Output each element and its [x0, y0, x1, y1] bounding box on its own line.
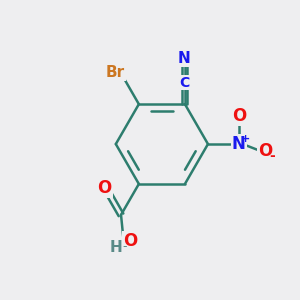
- Text: N: N: [232, 135, 246, 153]
- Text: O: O: [98, 179, 112, 197]
- Text: Br: Br: [106, 65, 124, 80]
- Text: O: O: [258, 142, 272, 160]
- Text: O: O: [123, 232, 137, 250]
- Text: H: H: [110, 240, 122, 255]
- Text: -: -: [122, 240, 127, 253]
- Text: +: +: [241, 134, 250, 144]
- Text: O: O: [232, 107, 246, 125]
- Text: -: -: [269, 149, 275, 163]
- Text: C: C: [179, 76, 189, 89]
- Text: N: N: [178, 51, 190, 66]
